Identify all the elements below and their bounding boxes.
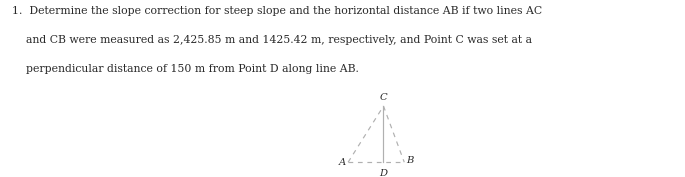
Text: C: C — [379, 93, 387, 102]
Text: D: D — [379, 169, 388, 177]
Text: and CB were measured as 2,425.85 m and 1425.42 m, respectively, and Point C was : and CB were measured as 2,425.85 m and 1… — [12, 35, 532, 45]
Text: 1.  Determine the slope correction for steep slope and the horizontal distance A: 1. Determine the slope correction for st… — [12, 6, 543, 16]
Text: B: B — [406, 156, 413, 165]
Text: perpendicular distance of 150 m from Point D along line AB.: perpendicular distance of 150 m from Poi… — [12, 64, 359, 74]
Text: A: A — [339, 158, 347, 167]
